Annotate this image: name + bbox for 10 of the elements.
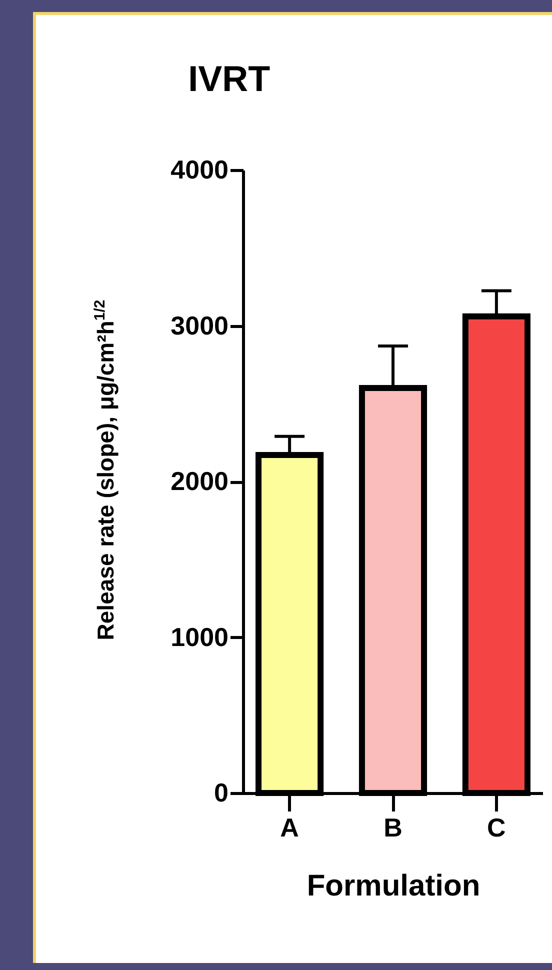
chart-title: IVRT: [188, 58, 270, 99]
x-tick-label: B: [384, 812, 402, 842]
x-tick-label: A: [280, 812, 300, 842]
y-tick-label: 2000: [170, 466, 228, 496]
y-tick-label: 4000: [170, 154, 228, 184]
y-tick-label: 0: [214, 778, 228, 808]
x-tick-label: C: [487, 812, 506, 842]
x-axis-title: Formulation: [306, 870, 480, 902]
y-tick-label: 1000: [170, 622, 228, 652]
y-tick-label: 3000: [170, 310, 228, 340]
